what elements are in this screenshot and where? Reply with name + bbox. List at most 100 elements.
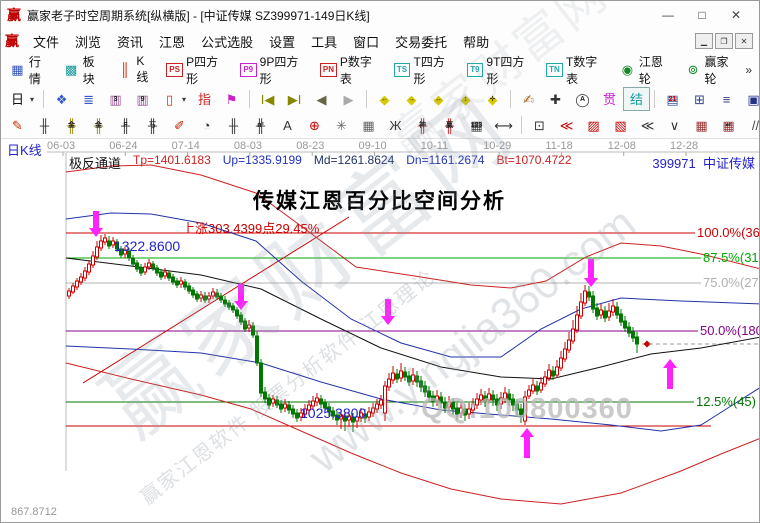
brush-tool[interactable]: ✎ [4,113,31,137]
p9-square-button[interactable]: P9 9P四方形 [235,55,315,86]
p-square-button[interactable]: PS P四方形 [161,55,235,86]
signal-arrow-shaft [238,284,244,301]
menu-item-3[interactable]: 江恩 [159,34,186,50]
mdi-close-button[interactable]: ✕ [735,33,753,49]
kline-chart-canvas[interactable] [1,139,760,523]
save-button[interactable]: ▣ [740,87,759,111]
nav-prev-button[interactable]: ◀ [308,87,335,111]
gann-left-button[interactable]: ◆ ← [371,87,398,111]
t9-square-button[interactable]: T9 9T四方形 [462,55,542,86]
parallel-lines-tool[interactable]: // [742,113,759,137]
gann-horizontal-button[interactable]: ◆ ↔ [425,87,452,111]
festival-button-icon: 贯 [603,91,617,107]
notes-button[interactable]: ≡ [713,87,740,111]
t-table-button[interactable]: TN T数字表 [541,55,614,86]
menu-item-7[interactable]: 窗口 [353,34,380,50]
menu-item-5[interactable]: 设置 [269,34,296,50]
toolbar-overflow-button[interactable]: » [745,62,752,77]
flag-chart-button[interactable]: ⚑ [218,87,245,111]
spiral-tool[interactable]: ✳ [328,113,355,137]
gold-grid-tool-1[interactable]: ╫ 金 [58,113,85,137]
kline-button[interactable]: ║ K线 [111,54,161,84]
maximize-button[interactable]: □ [698,8,706,22]
candle-body [179,280,183,285]
gann-wheel-button[interactable]: ◉ 江恩轮 [614,55,680,86]
measure-tool-icon: ⟷ [494,117,513,133]
menu-item-1[interactable]: 浏览 [75,34,102,50]
box-tool[interactable]: ⊡ [526,113,553,137]
candle-body [95,246,99,258]
crosshair-button[interactable]: ✚ [542,87,569,111]
fan-lines-tool[interactable]: ≪ [634,113,661,137]
n2-grid-tool[interactable]: ╫ n² [247,113,274,137]
hand-tool-button[interactable]: ✍ [515,87,542,111]
ruler-grid-tool[interactable]: ▦ 123 [463,113,490,137]
text-tool[interactable]: A [274,113,301,137]
wave-tool[interactable]: Ж [382,113,409,137]
p-table-button[interactable]: PN P数字表 [315,55,389,86]
chart3-button[interactable]: ▥ 3 [102,87,129,111]
network-view-button[interactable]: ❖ [48,87,75,111]
candle-style-button-icon: ▯ [165,91,174,107]
shen-grid-tool[interactable]: ╫ 神 [409,113,436,137]
menu-item-0[interactable]: 文件 [33,34,60,50]
gann-square-tool[interactable]: ▧ [607,113,634,137]
link-button[interactable]: 结 [623,87,651,111]
menu-item-8[interactable]: 交易委托 [395,34,448,50]
candle-body [451,402,455,410]
calculator-button[interactable]: ⊞ [686,87,713,111]
menu-item-6[interactable]: 工具 [311,34,338,50]
menu-item-2[interactable]: 资讯 [117,34,144,50]
web-grid-tool-icon: ▦ [362,117,375,133]
gann-all-button-icon: ◆ ✛ [484,91,501,108]
candle-body [319,398,323,405]
clock-tool[interactable]: ◔ [193,113,220,137]
minimize-button[interactable]: — [662,8,674,22]
zoom-tool-button[interactable]: ◯ A [569,87,596,111]
sectors-button[interactable]: ▩ 板块 [58,55,112,86]
chart9-button[interactable]: ▥ 9 [129,87,156,111]
grid-arrow-tool[interactable]: ▦ ↵ [715,113,742,137]
title-bar: 赢 赢家老子时空周期系统[纵横版] - [中证传媒 SZ399971-149日K… [1,1,759,30]
gann-all-button[interactable]: ◆ ✛ [479,87,506,111]
calendar-button[interactable]: ▤ 21 [659,87,686,111]
period-day-button[interactable]: 日 ▾ [4,87,39,111]
mdi-minimize-button[interactable]: ▁ [695,33,713,49]
measure-tool[interactable]: ⟷ [490,113,517,137]
candle-body [583,290,587,304]
menu-item-9[interactable]: 帮助 [463,34,490,50]
candle-body [607,310,611,318]
yin-grid-tool[interactable]: ╫ 赢 [436,113,463,137]
candle-body [167,272,171,279]
gann-grid-tool[interactable]: ╫ [31,113,58,137]
gann-vertical-button[interactable]: ◆ ↕ [452,87,479,111]
t-square-button[interactable]: TS T四方形 [389,55,462,86]
grid-tool[interactable]: ▦ [688,113,715,137]
gann-right-button[interactable]: ◆ → [398,87,425,111]
f-grid-tool[interactable]: ╫ F [112,113,139,137]
gold-grid-tool-2[interactable]: ╫ 金 [85,113,112,137]
nav-last-button[interactable]: ▶I [281,87,308,111]
report-view-button[interactable]: ≣ [75,87,102,111]
time-grid-tool[interactable]: ╫ 丂 [139,113,166,137]
target-tool[interactable]: ⊕ [301,113,328,137]
pen-tool[interactable]: ✐ [166,113,193,137]
menu-item-4[interactable]: 公式选股 [201,34,254,50]
price-grid-tool[interactable]: ╫ [220,113,247,137]
winner-wheel-button[interactable]: ⊚ 赢家轮 [680,55,746,86]
nav-next-button[interactable]: ▶ [335,87,362,111]
gann-fan-tool[interactable]: ≪ [553,113,580,137]
quotes-button[interactable]: ▦ 行情 [4,55,58,86]
festival-button[interactable]: 贯 [596,87,623,111]
close-button[interactable]: ✕ [730,8,742,22]
candle-body [623,320,627,329]
candle-body [251,325,255,336]
nav-first-button[interactable]: I◀ [254,87,281,111]
indicator-button[interactable]: 指 [191,87,218,111]
zigzag-tool[interactable]: ∨ [661,113,688,137]
p9-square-button-icon: P9 [239,62,257,77]
candle-style-button[interactable]: ▯ ▾ [156,87,191,111]
gann-box-tool[interactable]: ▨ [580,113,607,137]
web-grid-tool[interactable]: ▦ [355,113,382,137]
mdi-restore-button[interactable]: ❐ [715,33,733,49]
